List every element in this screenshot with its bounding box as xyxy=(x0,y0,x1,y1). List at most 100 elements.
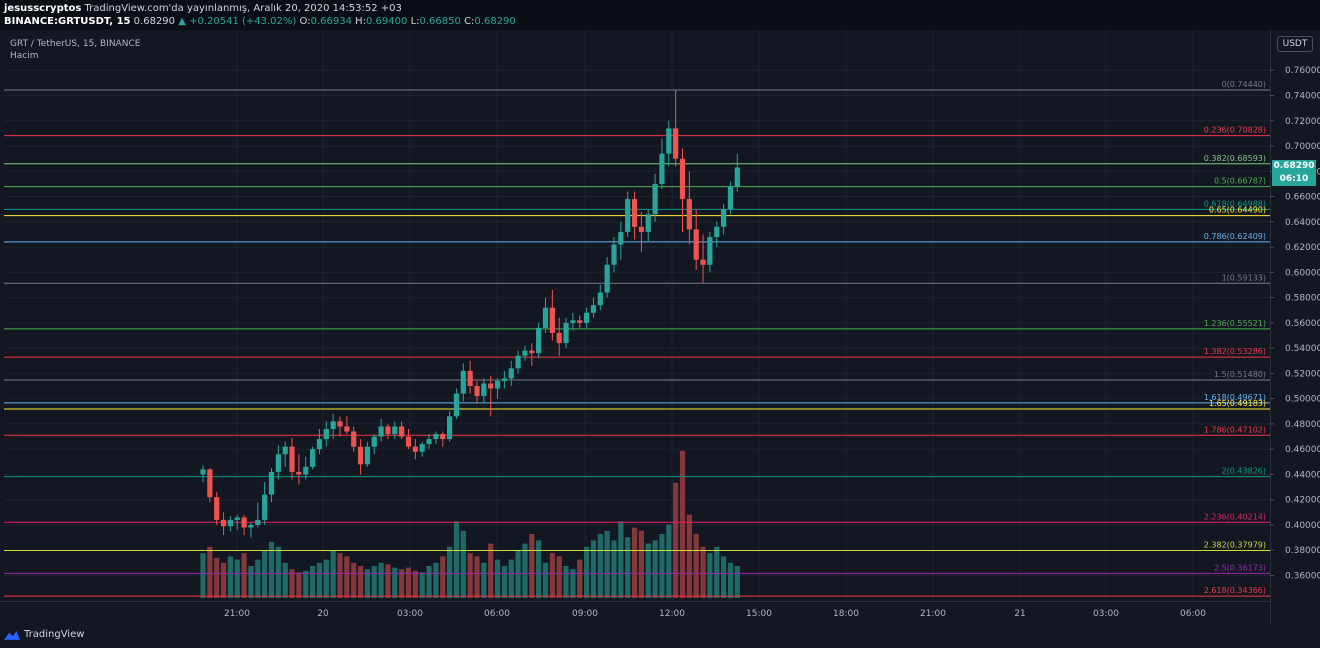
volume-bar xyxy=(275,546,281,598)
candle-body xyxy=(310,449,316,467)
series-title[interactable]: GRT / TetherUS, 15, BINANCE xyxy=(10,39,141,49)
candle-body xyxy=(686,199,692,230)
candle-body xyxy=(515,355,521,369)
x-tick-label: 12:00 xyxy=(659,609,685,619)
volume-bar xyxy=(234,559,240,598)
volume-bar xyxy=(262,550,268,598)
y-tick-label: 0.46000 xyxy=(1285,445,1320,455)
candle-body xyxy=(296,471,302,475)
fib-level-label: 1.382(0.53286) xyxy=(1204,347,1266,356)
candle-body xyxy=(597,292,603,306)
y-tick-label: 0.54000 xyxy=(1285,344,1320,354)
candle-body xyxy=(714,226,720,237)
price-change: ▲ +0.20541 (+43.02%) xyxy=(178,16,297,27)
publisher-name[interactable]: jesusscryptos xyxy=(4,3,82,14)
volume-bar xyxy=(207,546,213,598)
fib-level-label: 1.65(0.49183) xyxy=(1209,399,1266,408)
volume-bar xyxy=(556,556,562,598)
volume-bar xyxy=(625,537,631,598)
candle-body xyxy=(618,231,624,245)
volume-bar xyxy=(714,546,720,598)
volume-bar xyxy=(460,530,466,598)
volume-bar xyxy=(344,556,350,598)
volume-bar xyxy=(412,570,418,598)
volume-bar xyxy=(501,566,507,598)
candle-body xyxy=(255,519,261,525)
last-price-tag-value: 0.68290 xyxy=(1273,161,1315,171)
volume-bar xyxy=(371,566,377,598)
volume-bar xyxy=(666,524,672,598)
volume-bar xyxy=(631,527,638,598)
y-tick-label: 0.74000 xyxy=(1285,92,1320,102)
volume-bar xyxy=(378,562,384,598)
candle-body xyxy=(611,244,617,265)
fib-level-label: 1.5(0.51480) xyxy=(1214,370,1266,379)
candle-body xyxy=(460,370,466,394)
candle-body xyxy=(721,209,727,227)
tradingview-logo-icon xyxy=(4,630,20,640)
candle-body xyxy=(227,519,233,527)
volume-bar xyxy=(597,534,603,598)
candle-body xyxy=(241,517,247,528)
fib-level-label: 0(0.74440) xyxy=(1222,80,1266,89)
volume-bar xyxy=(467,553,473,598)
volume-bar xyxy=(590,540,597,598)
fib-level-label: 2.618(0.34366) xyxy=(1204,586,1266,595)
publish-info: TradingView.com'da yayınlanmış, Aralık 2… xyxy=(84,3,402,14)
x-tick-label: 21:00 xyxy=(224,609,250,619)
currency-button[interactable]: USDT xyxy=(1277,36,1313,52)
candle-body xyxy=(700,259,706,265)
y-tick-label: 0.36000 xyxy=(1285,572,1320,582)
candle-body xyxy=(536,327,542,354)
candle-body xyxy=(405,436,412,447)
candle-body xyxy=(385,426,391,435)
candle-body xyxy=(440,434,446,440)
low-value: 0.66850 xyxy=(419,16,461,27)
y-tick-label: 0.50000 xyxy=(1285,395,1320,405)
candle-body xyxy=(412,446,418,452)
x-tick-label: 06:00 xyxy=(1180,609,1206,619)
candle-body xyxy=(522,350,528,356)
y-tick-label: 0.48000 xyxy=(1285,420,1320,430)
candle-body xyxy=(549,307,555,333)
y-tick-label: 0.52000 xyxy=(1285,369,1320,379)
candle-body xyxy=(556,332,562,344)
volume-bar xyxy=(721,556,727,598)
volume-bar xyxy=(542,562,549,598)
fib-level-label: 0.382(0.68593) xyxy=(1204,154,1266,163)
candle-body xyxy=(426,439,432,445)
volume-bar xyxy=(268,542,275,598)
candle-body xyxy=(645,214,651,232)
x-tick-label: 15:00 xyxy=(746,609,772,619)
volume-bar xyxy=(310,566,316,598)
volume-bar xyxy=(227,556,233,598)
open-value: 0.66934 xyxy=(310,16,352,27)
tradingview-logo[interactable]: TradingView xyxy=(4,629,84,640)
volume-bar xyxy=(549,553,555,598)
y-tick-label: 0.64000 xyxy=(1285,218,1320,228)
volume-legend[interactable]: Hacim xyxy=(10,51,39,61)
y-tick-label: 0.38000 xyxy=(1285,546,1320,556)
y-tick-label: 0.56000 xyxy=(1285,319,1320,329)
x-tick-label: 20 xyxy=(317,609,329,619)
volume-bar xyxy=(577,559,583,598)
candle-body xyxy=(563,322,569,344)
volume-bar xyxy=(618,521,624,598)
low-label: L: xyxy=(410,16,420,27)
x-tick-label: 21:00 xyxy=(920,609,946,619)
candle-body xyxy=(289,446,295,472)
x-tick-label: 03:00 xyxy=(1093,609,1119,619)
y-tick-label: 0.40000 xyxy=(1285,521,1320,531)
candle-body xyxy=(275,454,281,472)
volume-bar xyxy=(584,546,590,598)
tradingview-brand: TradingView xyxy=(24,629,85,640)
candle-body xyxy=(220,519,227,527)
candle-body xyxy=(323,428,329,440)
fib-level-label: 0.786(0.62409) xyxy=(1204,232,1266,241)
footer-bar xyxy=(0,624,1320,648)
candle-body xyxy=(638,226,644,232)
volume-bar xyxy=(440,556,446,598)
volume-bar xyxy=(453,521,460,598)
candle-body xyxy=(727,186,734,210)
